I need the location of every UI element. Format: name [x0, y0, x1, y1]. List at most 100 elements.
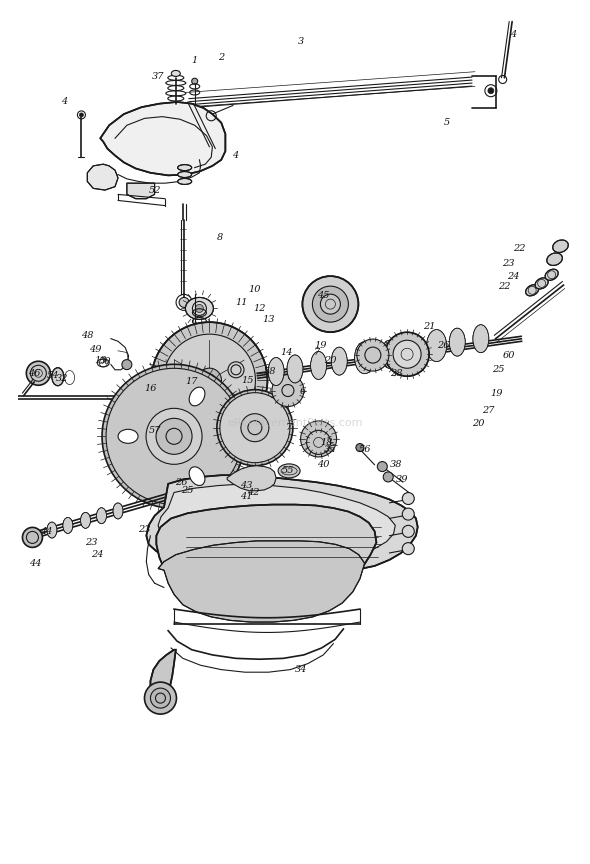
Circle shape — [228, 362, 244, 378]
Text: 54: 54 — [47, 372, 60, 380]
Polygon shape — [127, 183, 155, 199]
Text: 52: 52 — [148, 186, 161, 194]
Text: 4: 4 — [510, 30, 516, 39]
Circle shape — [156, 418, 192, 454]
Circle shape — [307, 430, 330, 454]
Ellipse shape — [355, 341, 375, 374]
Ellipse shape — [81, 512, 90, 528]
Circle shape — [102, 365, 246, 508]
Text: 41: 41 — [240, 492, 253, 501]
Text: 18: 18 — [320, 438, 333, 447]
Text: 15: 15 — [241, 376, 254, 384]
Text: 13: 13 — [94, 356, 107, 365]
Circle shape — [152, 322, 267, 438]
Circle shape — [356, 443, 364, 452]
Text: 3: 3 — [298, 37, 304, 46]
Text: 43: 43 — [240, 481, 253, 490]
Text: 1: 1 — [192, 56, 198, 65]
Circle shape — [402, 525, 414, 537]
Text: 4: 4 — [232, 151, 238, 160]
Ellipse shape — [52, 368, 64, 385]
Circle shape — [312, 286, 349, 322]
Text: 50: 50 — [99, 357, 112, 365]
Text: 45: 45 — [317, 291, 330, 300]
Circle shape — [27, 361, 50, 385]
Ellipse shape — [189, 387, 205, 406]
Text: 44: 44 — [40, 527, 53, 536]
Text: 20: 20 — [324, 356, 337, 365]
Ellipse shape — [63, 518, 73, 533]
Ellipse shape — [310, 352, 327, 379]
Circle shape — [272, 374, 304, 407]
Ellipse shape — [268, 358, 284, 385]
Text: 27: 27 — [482, 406, 495, 415]
Ellipse shape — [405, 336, 421, 364]
Circle shape — [146, 409, 202, 464]
Text: 2: 2 — [218, 54, 224, 62]
Ellipse shape — [185, 297, 214, 320]
Ellipse shape — [473, 325, 489, 353]
Circle shape — [150, 688, 171, 708]
Circle shape — [300, 421, 337, 457]
Text: 28: 28 — [390, 369, 403, 378]
Ellipse shape — [449, 328, 466, 356]
Ellipse shape — [553, 240, 568, 252]
Ellipse shape — [535, 278, 548, 289]
Ellipse shape — [287, 355, 303, 383]
Ellipse shape — [171, 71, 181, 76]
Circle shape — [303, 276, 358, 332]
Polygon shape — [100, 102, 225, 175]
Polygon shape — [156, 505, 376, 600]
Circle shape — [22, 527, 42, 548]
Circle shape — [163, 334, 255, 426]
Text: 20: 20 — [471, 419, 484, 428]
Text: 13: 13 — [262, 315, 275, 324]
Text: 23: 23 — [138, 525, 151, 534]
Circle shape — [179, 297, 189, 308]
Text: 22: 22 — [513, 245, 526, 253]
Text: eReplacementParts.com: eReplacementParts.com — [227, 418, 363, 429]
Text: 24: 24 — [91, 550, 104, 559]
Text: 5: 5 — [444, 118, 450, 127]
Polygon shape — [146, 475, 418, 576]
Circle shape — [220, 392, 290, 463]
Text: 19: 19 — [314, 341, 327, 350]
Circle shape — [385, 333, 429, 376]
Text: 23: 23 — [502, 259, 515, 268]
Text: 12: 12 — [253, 304, 266, 313]
Circle shape — [106, 368, 242, 505]
Ellipse shape — [118, 429, 138, 443]
Circle shape — [393, 340, 421, 368]
Circle shape — [402, 508, 414, 520]
Text: 23: 23 — [85, 538, 98, 547]
Ellipse shape — [178, 172, 192, 177]
Circle shape — [384, 472, 393, 482]
Text: 19: 19 — [490, 389, 503, 397]
Text: 60: 60 — [502, 352, 515, 360]
Text: 7: 7 — [314, 348, 320, 357]
Text: 11: 11 — [235, 298, 248, 307]
Ellipse shape — [526, 285, 539, 295]
Circle shape — [145, 682, 176, 715]
Circle shape — [188, 387, 204, 403]
Ellipse shape — [178, 179, 192, 184]
Ellipse shape — [189, 467, 205, 486]
Circle shape — [80, 113, 83, 117]
Text: 21: 21 — [423, 322, 436, 331]
Text: 32: 32 — [55, 374, 68, 383]
Polygon shape — [227, 466, 276, 491]
Circle shape — [198, 368, 221, 392]
Circle shape — [488, 88, 494, 93]
Circle shape — [402, 543, 414, 555]
Circle shape — [202, 334, 230, 361]
Text: 35: 35 — [324, 445, 337, 454]
Circle shape — [176, 375, 216, 415]
Circle shape — [217, 390, 293, 466]
Ellipse shape — [113, 503, 123, 519]
Ellipse shape — [278, 464, 300, 478]
Polygon shape — [158, 484, 395, 563]
Text: 39: 39 — [396, 475, 409, 484]
Circle shape — [402, 492, 414, 505]
Ellipse shape — [545, 270, 558, 280]
Ellipse shape — [331, 347, 348, 375]
